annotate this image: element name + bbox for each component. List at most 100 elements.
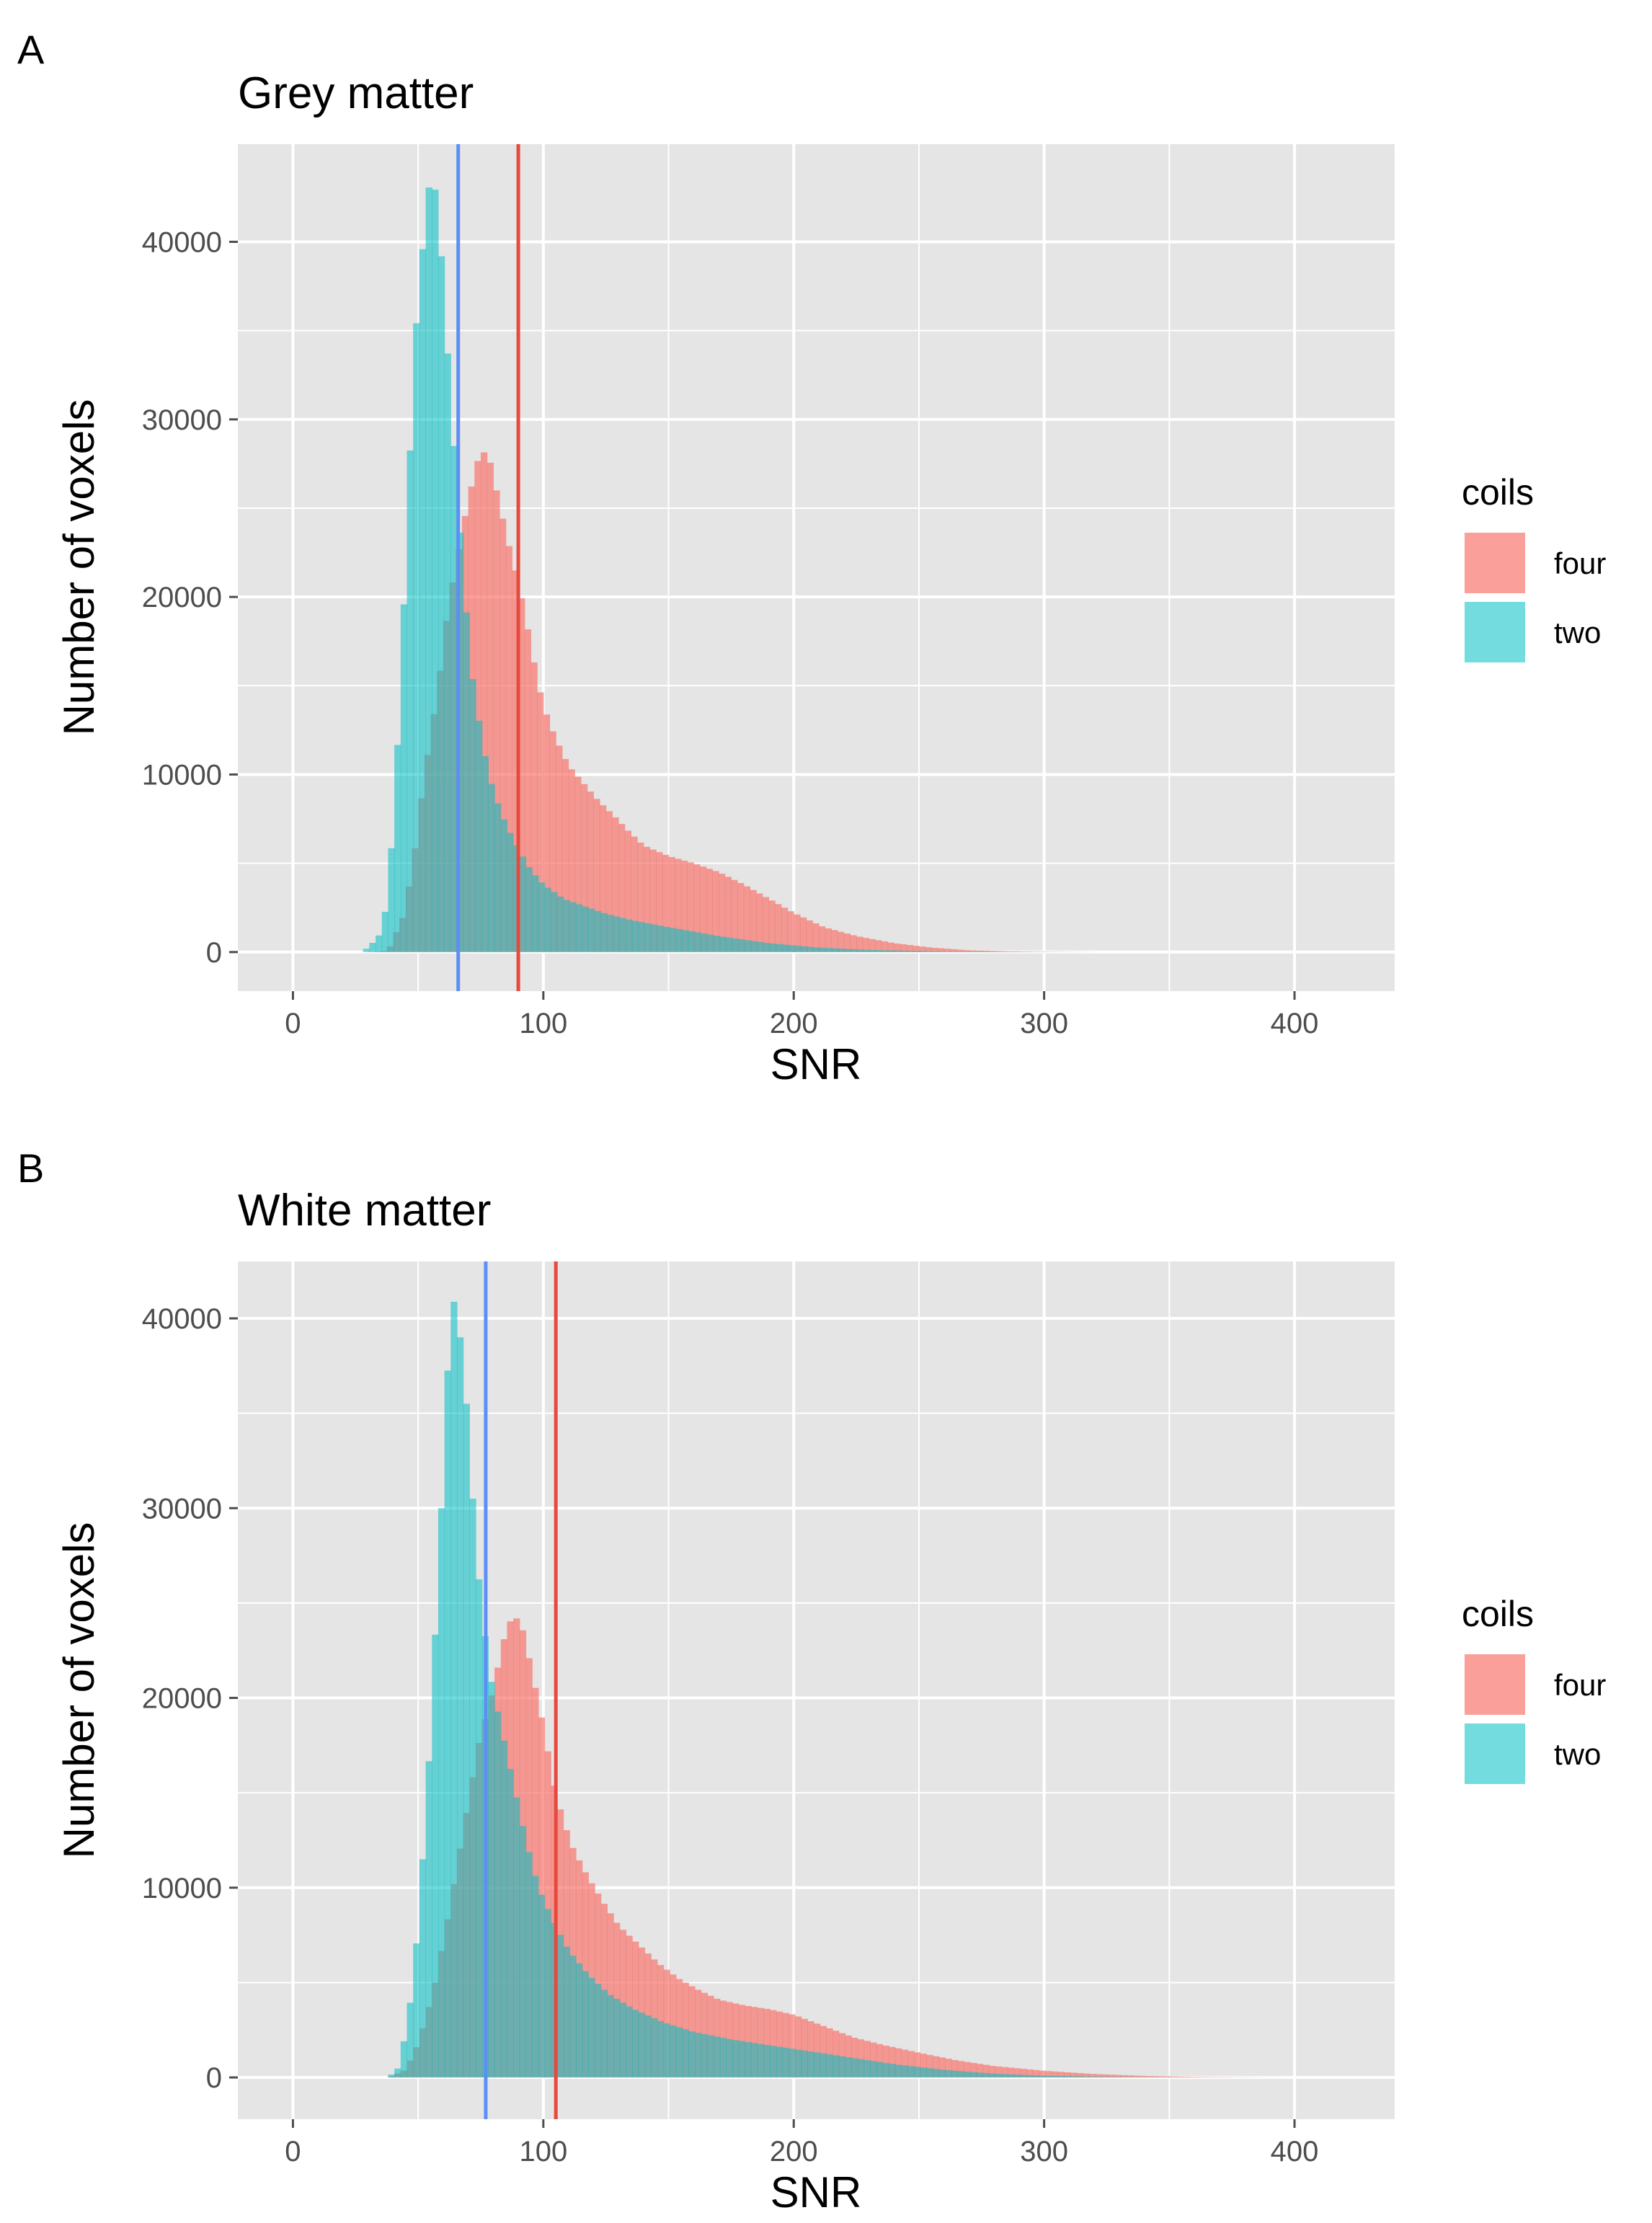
x-tick-label: 300: [1020, 2136, 1068, 2167]
histogram-bar-four: [913, 2052, 921, 2078]
histogram-bar-four: [574, 776, 582, 952]
histogram-bar-two: [851, 949, 858, 952]
histogram-bar-two: [388, 2074, 395, 2078]
histogram-bar-four: [1013, 951, 1020, 952]
histogram-bar-four: [933, 2056, 940, 2078]
histogram-bar-two: [400, 2041, 408, 2078]
histogram-bar-two: [456, 1337, 464, 2078]
histogram-bar-two: [450, 1301, 458, 2078]
histogram-bar-four: [951, 2059, 959, 2078]
histogram-bar-two: [757, 941, 765, 952]
histogram-bar-two: [394, 745, 401, 952]
histogram-bar-two: [519, 856, 527, 952]
histogram-bar-four: [762, 897, 770, 952]
histogram-bar-four: [770, 2010, 777, 2078]
histogram-bar-two: [456, 532, 464, 952]
histogram-bar-four: [668, 857, 675, 952]
histogram-bar-two: [957, 951, 965, 952]
histogram-bar-two: [901, 950, 908, 952]
histogram-bar-two: [863, 2059, 871, 2078]
histogram-bar-four: [530, 662, 538, 952]
histogram-bar-two: [569, 1956, 577, 2078]
histogram-bar-four: [731, 879, 738, 952]
histogram-bar-four: [1114, 2075, 1122, 2078]
x-tick-label: 300: [1020, 1008, 1068, 1039]
histogram-bar-two: [425, 187, 432, 952]
histogram-bar-two: [407, 2002, 414, 2078]
histogram-bar-two: [532, 1876, 539, 2078]
histogram-bar-four: [675, 858, 682, 952]
histogram-bar-four: [1020, 2069, 1027, 2078]
histogram-bar-two: [556, 1935, 564, 2078]
histogram-bar-two: [1070, 2076, 1078, 2078]
histogram-bar-two: [964, 951, 971, 952]
histogram-bar-two: [907, 950, 915, 952]
histogram-bar-two: [481, 756, 489, 952]
histogram-bar-four: [512, 570, 519, 952]
histogram-bar-four: [843, 933, 851, 952]
histogram-bar-two: [1001, 2074, 1008, 2078]
histogram-bar-two: [582, 1971, 589, 2078]
histogram-bar-four: [850, 935, 857, 952]
histogram-bar-two: [707, 934, 714, 952]
histogram-bar-two: [957, 2071, 965, 2078]
histogram-bar-two: [945, 2070, 952, 2078]
histogram-bar-four: [869, 939, 876, 952]
histogram-bar-two: [738, 939, 746, 952]
histogram-bar-four: [580, 784, 588, 952]
panel-a: A Grey matter 0 100 200 300 400 0 10000 20000 3…: [17, 27, 1606, 1088]
histogram-bar-two: [595, 910, 602, 952]
histogram-bar-four: [857, 2039, 865, 2078]
histogram-bar-four: [1013, 2068, 1021, 2078]
histogram-bar-two: [794, 946, 802, 952]
x-tick-label: 200: [770, 1008, 818, 1039]
histogram-bar-four: [724, 877, 732, 952]
histogram-bar-four: [543, 714, 551, 952]
histogram-bar-four: [906, 945, 913, 952]
histogram-bar-four: [989, 2065, 996, 2078]
panel-b-title: White matter: [238, 1186, 491, 1235]
histogram-bar-four: [981, 950, 989, 952]
histogram-bar-two: [719, 936, 727, 952]
histogram-bar-two: [619, 918, 627, 952]
histogram-bar-four: [1083, 2073, 1090, 2078]
histogram-bar-four: [1070, 2072, 1078, 2078]
histogram-bar-four: [693, 864, 701, 952]
histogram-bar-four: [799, 917, 807, 952]
histogram-bar-two: [388, 848, 395, 952]
histogram-bar-four: [957, 2061, 965, 2078]
histogram-bar-two: [626, 2006, 633, 2078]
histogram-bar-four: [638, 1947, 646, 2078]
histogram-bar-two: [1139, 2077, 1146, 2078]
histogram-bar-four: [787, 911, 794, 952]
histogram-bar-four: [894, 944, 901, 952]
histogram-bar-four: [1139, 2075, 1146, 2078]
histogram-bar-four: [950, 949, 957, 952]
histogram-bar-four: [806, 920, 813, 952]
histogram-bar-four: [943, 949, 951, 952]
histogram-bar-two: [695, 932, 702, 952]
histogram-bar-four: [870, 2042, 877, 2078]
histogram-bar-two: [920, 951, 927, 952]
panel-a-y-axis-title: Number of voxels: [55, 399, 103, 736]
histogram-bar-two: [438, 256, 445, 952]
histogram-bar-two: [751, 2043, 758, 2078]
histogram-bar-four: [618, 824, 626, 952]
histogram-bar-two: [513, 1797, 520, 2078]
histogram-bar-two: [789, 2049, 796, 2078]
panel-a-legend-title: coils: [1462, 472, 1534, 513]
histogram-bar-two: [644, 923, 652, 952]
histogram-bar-four: [706, 869, 713, 952]
histogram-bar-four: [751, 2007, 758, 2078]
histogram-bar-four: [587, 791, 594, 952]
histogram-bar-two: [444, 1370, 451, 2078]
histogram-bar-four: [593, 799, 600, 952]
histogram-bar-two: [801, 2050, 808, 2078]
histogram-bar-two: [551, 892, 558, 952]
histogram-bar-four: [814, 2023, 821, 2078]
histogram-bar-four: [1057, 2072, 1065, 2078]
histogram-bar-two: [845, 2057, 852, 2078]
histogram-bar-four: [838, 2033, 846, 2078]
histogram-bar-two: [663, 926, 670, 952]
histogram-bar-two: [675, 2027, 683, 2078]
